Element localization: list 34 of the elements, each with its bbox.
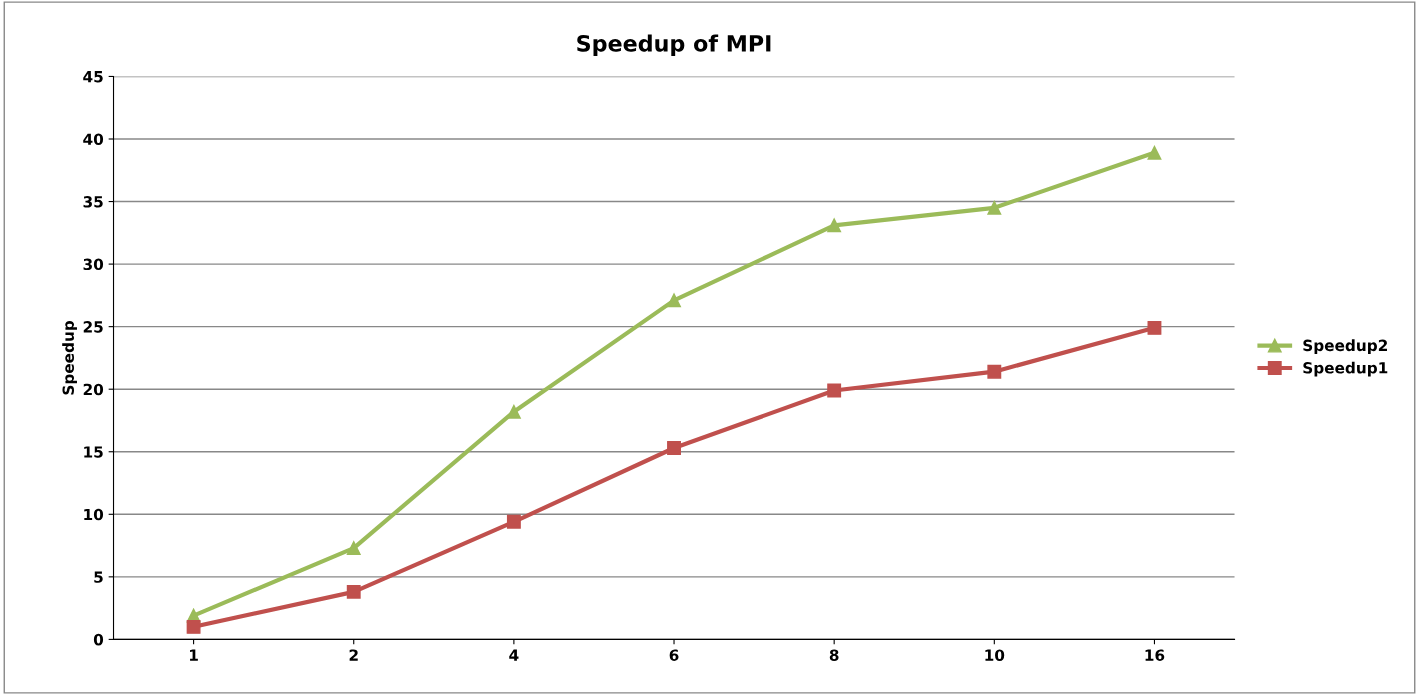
point (667, 293, 681, 308)
y-tick-label: 0 (93, 633, 104, 646)
x-tick-label: 6 (669, 649, 679, 661)
x-tick-label: 4 (509, 649, 519, 661)
point (827, 383, 842, 398)
y-tick-label: 15 (84, 446, 103, 458)
point (987, 364, 1002, 379)
y-tick-label: 5 (94, 571, 103, 583)
x-tick-label: 1 (190, 649, 198, 661)
chart-title: Speedup of MPI (577, 34, 771, 57)
point (827, 218, 842, 233)
y-tick-label: 40 (83, 133, 104, 146)
x-tick-label: 10 (985, 649, 1005, 661)
point (186, 619, 201, 634)
y-tick-label: 45 (83, 71, 103, 83)
point (346, 541, 361, 556)
legend-label: Speedup1 (1303, 361, 1388, 377)
y-tick-label: 30 (83, 258, 104, 271)
x-tick-label: 2 (349, 649, 358, 661)
y-tick-label: 25 (83, 321, 103, 333)
y-tick-label: 20 (83, 383, 104, 396)
point (506, 514, 521, 529)
x-tick-label: 8 (829, 649, 839, 661)
point (1147, 320, 1162, 335)
y-axis-title: Speedup (62, 320, 77, 395)
point (987, 200, 1002, 215)
point (667, 441, 681, 455)
y-tick-label: 10 (84, 508, 104, 521)
point (1147, 145, 1162, 160)
point (506, 404, 521, 419)
legend-label: Speedup2 (1303, 339, 1387, 355)
point (346, 584, 361, 599)
x-tick-label: 16 (1145, 649, 1165, 661)
y-tick-label: 35 (83, 196, 103, 208)
